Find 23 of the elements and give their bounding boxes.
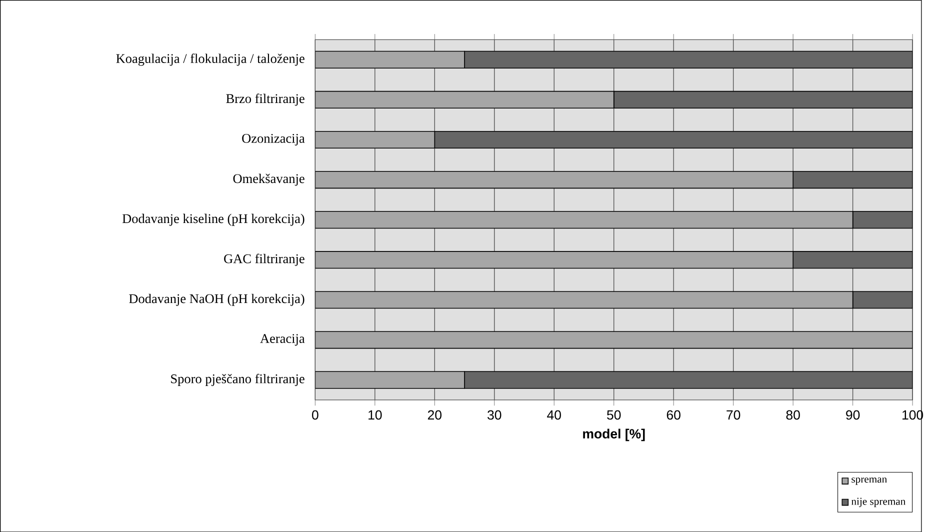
x-tick-label: 40 — [547, 410, 561, 420]
y-tick-label: Koagulacija / flokulacija / taloženje — [116, 53, 304, 66]
legend-label: spreman — [852, 477, 887, 485]
x-axis-title: model [%] — [583, 428, 645, 441]
y-tick-label: GAC filtriranje — [224, 254, 304, 266]
x-tick-label: 90 — [846, 410, 860, 420]
y-tick-label: Dodavanje NaOH (pH korekcija) — [129, 294, 304, 306]
y-tick-label: Ozonizacija — [242, 134, 305, 146]
x-tick-label: 30 — [488, 410, 502, 420]
x-tick-label: 50 — [607, 410, 621, 420]
x-tick-label: 0 — [312, 410, 318, 420]
y-tick-label: Dodavanje kiseline (pH korekcija) — [122, 214, 304, 226]
y-tick-label: Brzo filtriranje — [226, 93, 304, 106]
bar — [315, 330, 913, 349]
x-tick-label: 60 — [666, 410, 680, 420]
x-tick-label: 10 — [368, 410, 382, 420]
x-tick-label: 80 — [786, 410, 800, 420]
x-tick-label: 20 — [428, 410, 442, 420]
y-tick-label: Omekšavanje — [233, 174, 304, 186]
legend-label: nije spreman — [851, 498, 906, 507]
x-tick-label: 70 — [726, 410, 740, 420]
y-tick-label: Sporo pješčano filtriranje — [171, 374, 304, 386]
y-tick-label: Aeracija — [260, 334, 305, 346]
